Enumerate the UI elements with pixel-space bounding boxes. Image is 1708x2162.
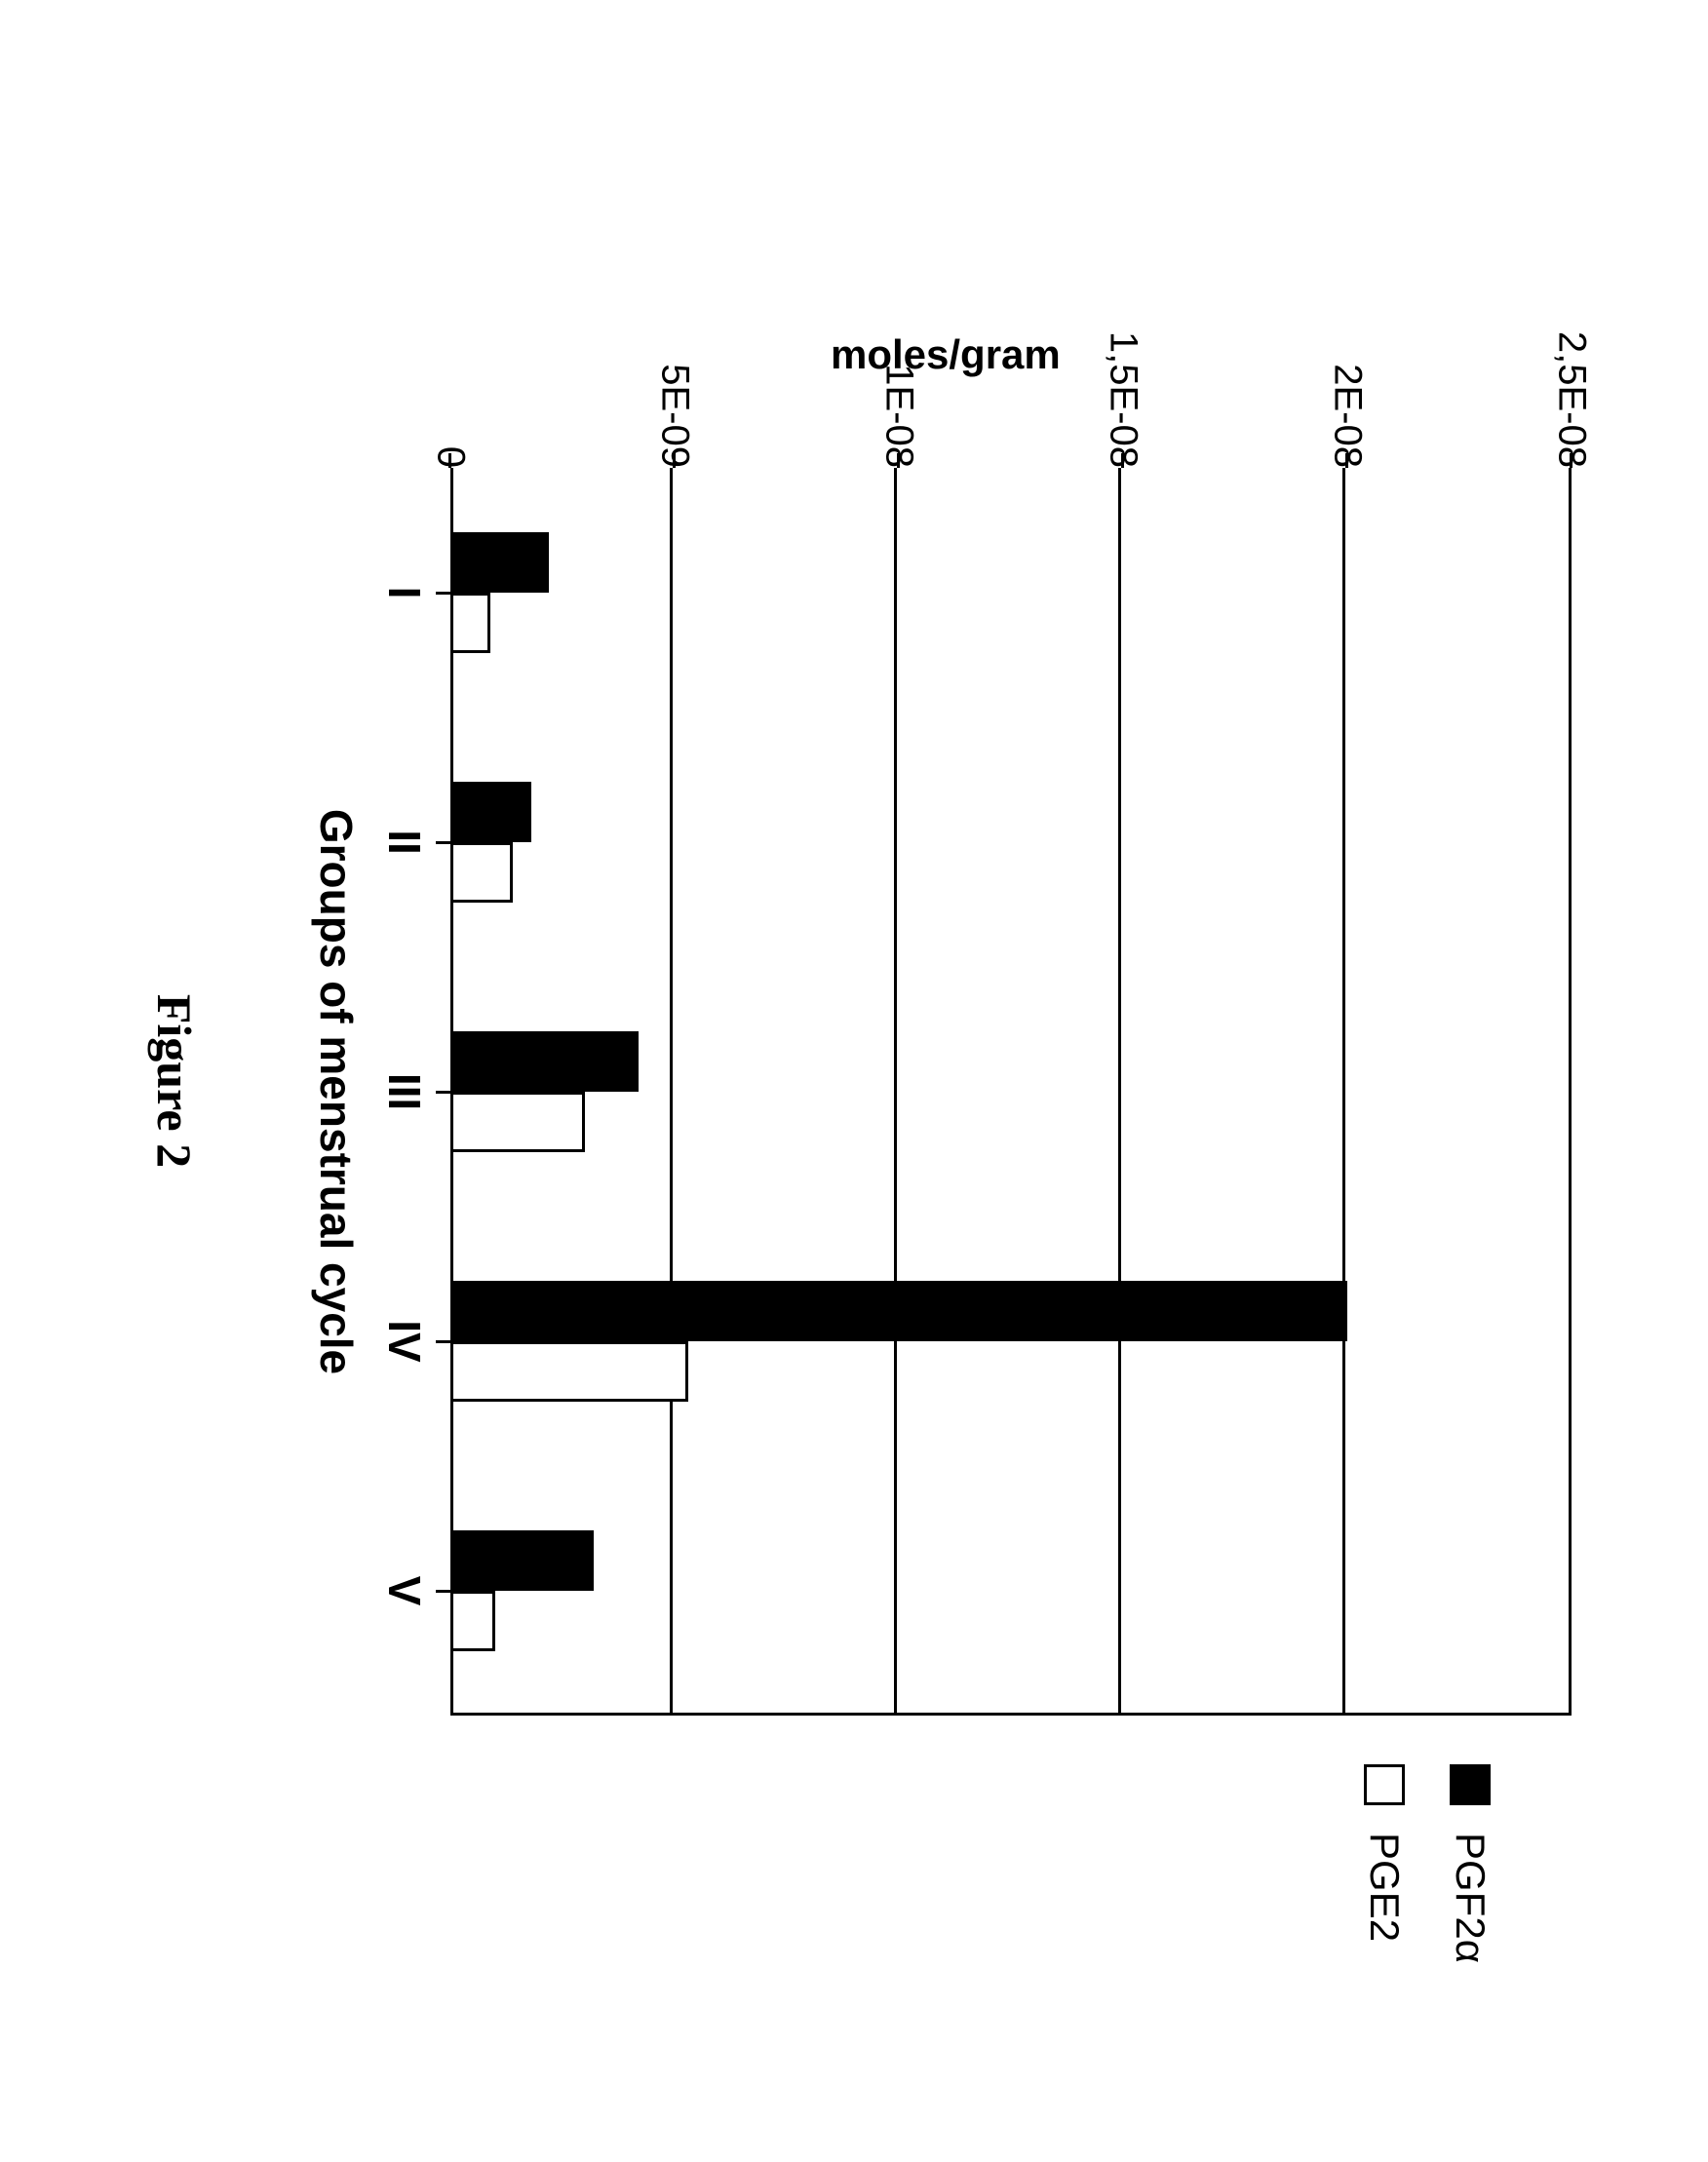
y-tick-label: 5E-09 — [653, 364, 697, 468]
bar-PGE2-I — [450, 593, 490, 653]
x-tick-mark — [436, 841, 450, 844]
bar-PGE2-IV — [450, 1341, 688, 1402]
x-tick-mark — [436, 1590, 450, 1593]
bar-PGE2-III — [450, 1092, 585, 1152]
legend-swatch — [1364, 1764, 1405, 1805]
x-tick-mark — [436, 1091, 450, 1094]
x-tick-mark — [436, 1340, 450, 1343]
x-tick-label: II — [378, 830, 431, 855]
bar-PGE2-II — [450, 842, 513, 903]
y-tick-label: 2E-08 — [1326, 364, 1370, 468]
legend: PGF2α PGE2 — [1322, 1764, 1494, 2115]
y-tick-mark — [1346, 453, 1349, 468]
bar-PGF2α-V — [450, 1530, 594, 1591]
x-axis-label: Groups of menstrual cycle — [310, 809, 363, 1374]
legend-swatch — [1450, 1764, 1491, 1805]
bar-PGE2-V — [450, 1591, 495, 1651]
y-tick-mark — [449, 453, 452, 468]
chart: moles/gram Groups of menstrual cycle 05E… — [343, 273, 1572, 1735]
legend-row: PGE2 — [1361, 1764, 1408, 2115]
figure-caption: Figure 2 — [146, 0, 203, 2162]
y-tick-mark — [674, 453, 677, 468]
y-tick-label: 1,5E-08 — [1102, 331, 1145, 468]
legend-row: PGF2α — [1447, 1764, 1494, 2115]
bars-layer — [450, 468, 1572, 1716]
bar-PGF2α-III — [450, 1031, 639, 1092]
bar-PGF2α-I — [450, 532, 549, 593]
x-tick-mark — [436, 592, 450, 595]
y-tick-mark — [1571, 453, 1573, 468]
y-axis-label: moles/gram — [831, 331, 1061, 378]
page-inner: moles/gram Groups of menstrual cycle 05E… — [0, 0, 1708, 2162]
bar-PGF2α-II — [450, 782, 531, 842]
bar-PGF2α-IV — [450, 1281, 1347, 1341]
y-tick-mark — [898, 453, 901, 468]
y-tick-mark — [1122, 453, 1125, 468]
y-tick-label: 1E-08 — [877, 364, 921, 468]
x-tick-label: I — [378, 587, 431, 599]
page-rotated: moles/gram Groups of menstrual cycle 05E… — [0, 0, 1708, 1708]
legend-label: PGF2α — [1447, 1833, 1494, 1963]
legend-label: PGE2 — [1361, 1833, 1408, 1942]
x-tick-label: III — [378, 1073, 431, 1110]
x-tick-label: V — [378, 1576, 431, 1606]
y-tick-label: 2,5E-08 — [1550, 331, 1594, 468]
x-tick-label: IV — [378, 1320, 431, 1362]
